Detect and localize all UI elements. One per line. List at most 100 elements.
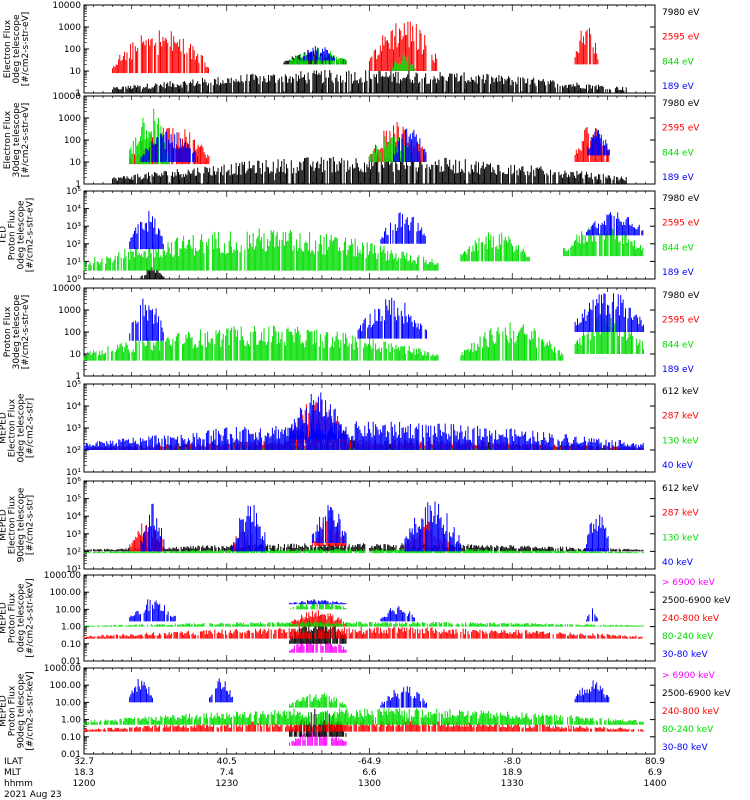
series-130-keV bbox=[83, 548, 644, 554]
series-7980-eV bbox=[140, 267, 165, 279]
legend-entry: 130 keV bbox=[662, 436, 699, 446]
y-tick-label: 10³ bbox=[66, 222, 81, 232]
y-tick-label: 10 bbox=[70, 158, 82, 168]
series-2595-eV bbox=[112, 21, 599, 74]
series-7980-eV bbox=[112, 155, 627, 184]
y-tick-label: 10000 bbox=[52, 92, 81, 102]
y-tick-label: 10² bbox=[66, 240, 81, 250]
panel-8: 0.01 0.10 1.00 10.00 100.00 1000.00 MEPED Proto… bbox=[0, 664, 731, 760]
legend-entry: > 6900 keV bbox=[662, 671, 716, 681]
y-tick-label: 10⁰ bbox=[66, 275, 81, 285]
panel-2: 1 10 100 1000 10000 Electron Flux 30deg telesc… bbox=[3, 92, 700, 190]
y-tick-label: 10000 bbox=[52, 1, 81, 11]
panel-frame bbox=[83, 667, 656, 755]
y-tick-label: 10000 bbox=[52, 284, 81, 294]
footer-hhmm-value: 1230 bbox=[215, 779, 238, 789]
series--6900-keV bbox=[289, 729, 347, 746]
y-axis-label: TED Proton Flux 0deg telescope [#/cm2-s-str… bbox=[0, 198, 36, 273]
series-240-800-keV bbox=[83, 719, 644, 732]
y-axis-label-line: Proton Flux bbox=[8, 685, 18, 736]
legend-entry: 844 eV bbox=[662, 340, 695, 350]
y-axis-label: MEPED Proton Flux 0deg telescope [#/cm2-s-s… bbox=[0, 578, 36, 657]
legend-entry: 2595 eV bbox=[662, 316, 700, 326]
footer-row-label-hhmm: hhmm bbox=[4, 779, 33, 789]
series-80-240-keV bbox=[83, 601, 644, 627]
y-tick-label: 1000.00 bbox=[44, 571, 81, 581]
legend-entry: 80-240 keV bbox=[662, 632, 714, 642]
panel-5: 10¹ 10² 10³ 10⁴ 10⁵ MEPED Electron Flux 0deg te… bbox=[0, 380, 699, 478]
y-tick-label: 0.10 bbox=[61, 640, 81, 650]
y-tick-label: 10⁵ bbox=[66, 380, 81, 390]
panel-6: 10¹ 10² 10³ 10⁴ 10⁵ 10⁶ MEPED Electron Flux 90de… bbox=[0, 477, 699, 575]
y-tick-label: 10.00 bbox=[55, 605, 81, 615]
y-axis-label-line: MEPED bbox=[0, 509, 9, 541]
y-axis-label-line: MEPED bbox=[0, 412, 9, 444]
y-axis-label-line: [#/cm2-s-str-eV] bbox=[21, 295, 31, 370]
y-axis-label-line: 0deg telescope bbox=[17, 393, 27, 463]
y-tick-label: 10¹ bbox=[66, 257, 81, 267]
y-tick-label: 10⁶ bbox=[66, 477, 81, 487]
y-axis-label-line: MEPED bbox=[0, 695, 9, 727]
legend-entry: 2595 eV bbox=[662, 33, 700, 43]
series-844-eV bbox=[83, 313, 644, 361]
legend-entry: > 6900 keV bbox=[662, 578, 716, 588]
series-189-eV bbox=[129, 293, 644, 341]
y-axis-label: Electron Flux 0deg telescope [#/cm2-s-str-… bbox=[3, 12, 31, 87]
y-tick-label: 10³ bbox=[66, 530, 81, 540]
legend-entry: 2500-6900 keV bbox=[662, 596, 731, 606]
series-189-eV bbox=[140, 128, 610, 162]
date-label: 2021 Aug 23 bbox=[4, 790, 62, 800]
y-tick-label: 10² bbox=[66, 446, 81, 456]
y-axis-label-line: Electron Flux bbox=[3, 19, 13, 78]
legend-entry: 189 eV bbox=[662, 82, 695, 92]
y-tick-label: 10⁵ bbox=[66, 495, 81, 505]
y-axis-label-line: [#/cm2-s-str-eV] bbox=[21, 103, 31, 178]
y-tick-label: 10⁴ bbox=[66, 205, 81, 215]
y-tick-label: 1 bbox=[75, 372, 81, 382]
y-tick-label: 10 bbox=[70, 67, 82, 77]
legend-entry: 7980 eV bbox=[662, 291, 700, 301]
y-tick-label: 100 bbox=[64, 328, 81, 338]
footer-row-label-ilat: ILAT bbox=[4, 757, 23, 767]
y-axis-label: MEPED Electron Flux 0deg telescope [#/cm2-s… bbox=[0, 393, 36, 463]
y-tick-label: 0.10 bbox=[61, 733, 81, 743]
y-axis-label: MEPED Electron Flux 90deg telescope [#/cm2-… bbox=[0, 487, 36, 562]
legend-entry: 2595 eV bbox=[662, 219, 700, 229]
y-tick-label: 100.00 bbox=[50, 681, 82, 691]
y-tick-label: 1 bbox=[75, 180, 81, 190]
legend-entry: 240-800 keV bbox=[662, 707, 720, 717]
panel-7: 0.01 0.10 1.00 10.00 100.00 1000.00 MEPED Proto… bbox=[0, 571, 731, 667]
y-axis-label: Electron Flux 30deg telescope [#/cm2-s-str… bbox=[3, 102, 31, 177]
y-axis-label-line: 30deg telescope bbox=[12, 294, 22, 369]
series-189-eV bbox=[300, 46, 336, 61]
legend-entry: 287 keV bbox=[662, 509, 699, 519]
legend-entry: 612 keV bbox=[662, 484, 699, 494]
y-axis-label-line: 90deg telescope bbox=[17, 487, 27, 562]
y-axis-label-line: 30deg telescope bbox=[12, 102, 22, 177]
y-tick-label: 10⁵ bbox=[66, 187, 81, 197]
footer-hhmm-value: 1300 bbox=[358, 779, 381, 789]
legend-entry: 2595 eV bbox=[662, 124, 700, 134]
footer-ilat-value: -8.0 bbox=[503, 757, 521, 767]
series-30-80-keV bbox=[129, 599, 598, 622]
footer-hhmm-value: 1400 bbox=[644, 779, 667, 789]
y-tick-label: 100.00 bbox=[50, 588, 82, 598]
footer-mlt-value: 18.3 bbox=[74, 768, 94, 778]
y-tick-label: 1.00 bbox=[61, 716, 81, 726]
series-30-80-keV bbox=[129, 678, 610, 708]
legend-entry: 7980 eV bbox=[662, 99, 700, 109]
y-axis-label-line: [#/cm2-s-str] bbox=[26, 398, 36, 458]
footer-row-label-mlt: MLT bbox=[4, 768, 22, 778]
series-287-keV bbox=[129, 517, 450, 552]
panel-1: 1 10 100 1000 10000 Electron Flux 0deg telesco… bbox=[3, 1, 700, 99]
series-40-keV bbox=[140, 501, 609, 552]
y-tick-label: 1 bbox=[75, 89, 81, 99]
legend-entry: 240-800 keV bbox=[662, 614, 720, 624]
legend-entry: 287 keV bbox=[662, 412, 699, 422]
legend-entry: 612 keV bbox=[662, 387, 699, 397]
y-axis-label-line: TED bbox=[0, 226, 9, 245]
y-tick-label: 1000 bbox=[58, 23, 81, 33]
y-tick-label: 10⁴ bbox=[66, 402, 81, 412]
